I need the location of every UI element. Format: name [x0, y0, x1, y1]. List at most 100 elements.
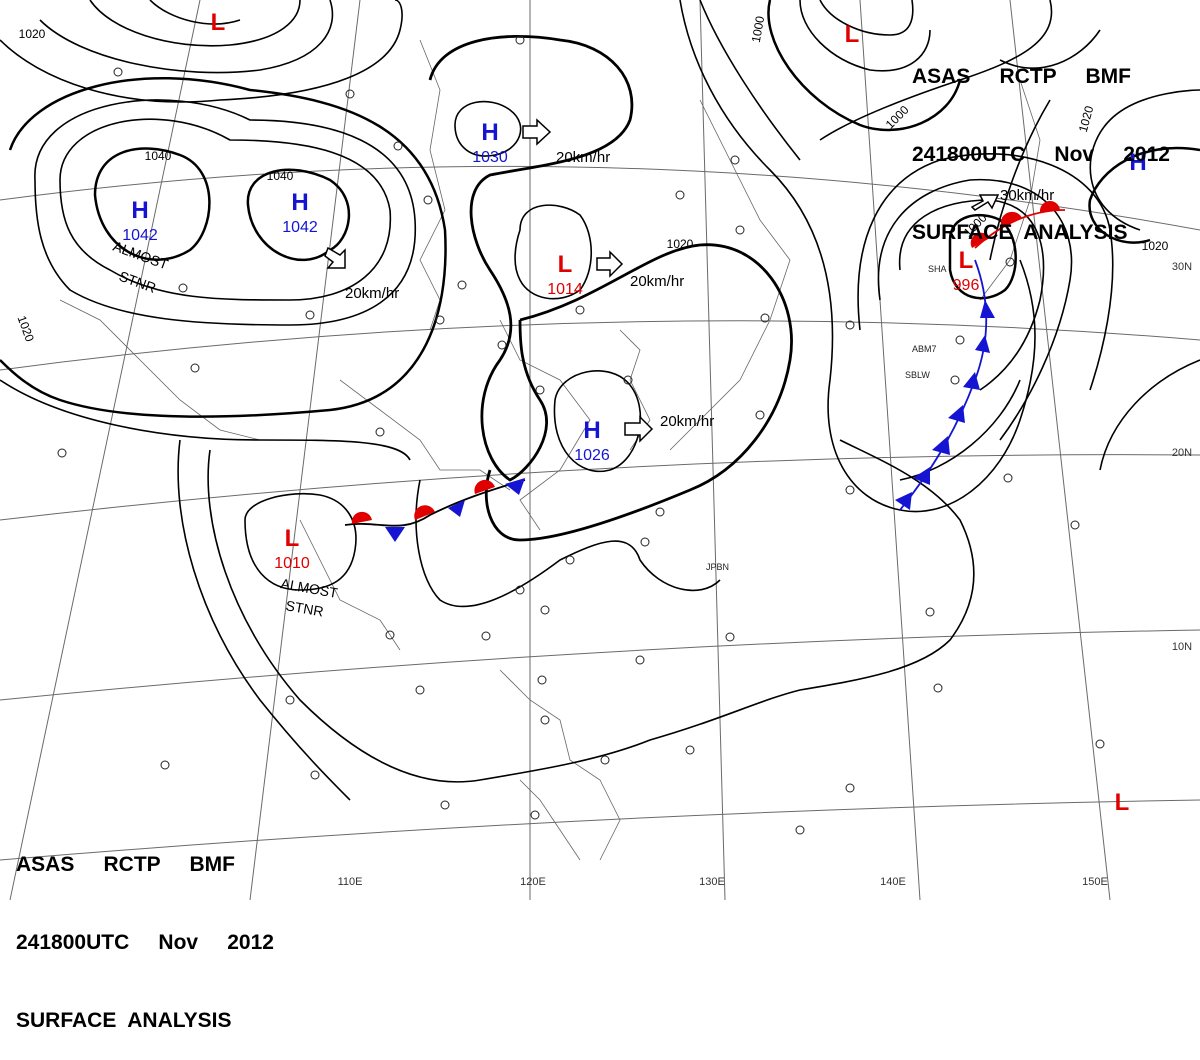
isobar: [1089, 89, 1200, 231]
title-block-top: ASAS RCTP BMF 241800UTC Nov 2012 SURFACE…: [912, 12, 1170, 272]
warm-front-bump: [474, 479, 495, 494]
station-circle: [537, 675, 547, 685]
isobar: [989, 99, 1051, 261]
isobar: [207, 439, 975, 783]
longitude-label: 120E: [520, 876, 546, 888]
stationary-annotation: STNR: [284, 597, 324, 619]
station-circle: [285, 695, 295, 705]
longitude-label: 150E: [1082, 876, 1108, 888]
pressure-value: 1042: [282, 219, 318, 236]
station-circle: [1070, 520, 1080, 530]
warm-front-bump: [1039, 200, 1060, 212]
coastline: [979, 79, 1041, 301]
pressure-value: 1026: [574, 447, 610, 464]
front-line: [344, 479, 526, 527]
cold-front-triangle: [932, 436, 950, 455]
station-id: JPBN: [706, 562, 729, 572]
station-circle: [845, 320, 855, 330]
isobar: [799, 0, 931, 72]
high-pressure-marker: H: [291, 189, 308, 216]
header-line-2: 241800UTC Nov 2012: [912, 143, 1170, 166]
station-circle: [515, 35, 525, 45]
station-circle: [423, 195, 433, 205]
isobar-label: 1000: [749, 15, 767, 44]
meridian-line: [859, 0, 921, 900]
station-circle: [760, 313, 770, 323]
station-circle: [1005, 257, 1015, 267]
cold-front-triangle: [448, 500, 465, 517]
warm-front-bump: [1000, 211, 1022, 228]
isobar: [699, 0, 801, 161]
title-block-bottom: ASAS RCTP BMF 241800UTC Nov 2012 SURFACE…: [16, 800, 274, 1060]
isobar: [1099, 359, 1200, 471]
station-circle: [530, 810, 540, 820]
station-circle: [515, 585, 525, 595]
station-circle: [375, 427, 385, 437]
low-pressure-marker: L: [211, 9, 226, 36]
isobar: [767, 0, 962, 132]
header-line-3: SURFACE ANALYSIS: [16, 1009, 232, 1032]
station-circle: [440, 800, 450, 810]
station-circle: [305, 310, 315, 320]
station-circle: [1095, 739, 1105, 749]
motion-label: 20km/hr: [630, 273, 684, 290]
isobar: [0, 0, 403, 103]
isobar: [428, 34, 634, 482]
cold-front-triangle: [963, 372, 980, 390]
station-circle: [635, 655, 645, 665]
low-pressure-marker: L: [845, 21, 860, 48]
station-circle: [310, 770, 320, 780]
isobar: [89, 0, 301, 47]
coastline: [339, 379, 511, 491]
motion-arrow: [324, 246, 346, 269]
cold-front-triangle: [913, 467, 930, 485]
cold-front-triangle: [505, 478, 525, 495]
motion-label: 30km/hr: [1000, 187, 1054, 204]
isobar-label: 1040: [145, 149, 172, 163]
latitude-label: 20N: [1172, 447, 1192, 459]
low-pressure-marker: L: [1115, 789, 1130, 816]
latitude-label: 10N: [1172, 641, 1192, 653]
surface-analysis-map: H 1042 H 1042 H 1030 H 1026 H L 1014 L 1010 L 996 L L L 10…: [0, 0, 1200, 900]
pressure-value: 1042: [122, 227, 158, 244]
isobar: [0, 379, 411, 461]
cold-front-triangle: [385, 527, 405, 542]
station-circle: [540, 605, 550, 615]
station-circle: [178, 283, 188, 293]
cold-front-triangle: [980, 300, 995, 318]
station-circle: [497, 340, 507, 350]
low-pressure-marker: L: [558, 251, 573, 278]
coastline: [499, 669, 621, 861]
isobar: [149, 0, 241, 25]
station-circle: [600, 755, 610, 765]
station-circle: [845, 485, 855, 495]
isobar: [244, 492, 357, 591]
parallel-line: [0, 454, 1200, 521]
high-pressure-marker: H: [131, 197, 148, 224]
station-circle: [685, 745, 695, 755]
isobar: [1088, 146, 1200, 244]
motion-arrow: [624, 415, 654, 443]
isobar: [177, 439, 351, 801]
coastline: [499, 319, 591, 531]
header-line-3: SURFACE ANALYSIS: [912, 221, 1128, 244]
station-id: SBLW: [905, 370, 930, 380]
warm-front: [970, 200, 1066, 249]
station-circle: [190, 363, 200, 373]
header-line-1: ASAS RCTP BMF: [912, 65, 1131, 88]
isobar: [948, 213, 1017, 300]
isobar: [93, 147, 211, 261]
isobars: [0, 0, 1200, 801]
isobar-label: 1020: [667, 237, 694, 251]
isobar: [246, 168, 350, 262]
motion-arrow: [970, 194, 1000, 211]
parallel-line: [0, 165, 1200, 231]
station-circle: [57, 448, 67, 458]
isobar-label: 1020: [1142, 239, 1169, 253]
station-circle: [415, 685, 425, 695]
station-circle: [725, 632, 735, 642]
motion-arrows: [324, 118, 1000, 443]
station-circle: [950, 375, 960, 385]
coastline: [299, 519, 401, 651]
isobar-label: 1040: [267, 169, 294, 183]
